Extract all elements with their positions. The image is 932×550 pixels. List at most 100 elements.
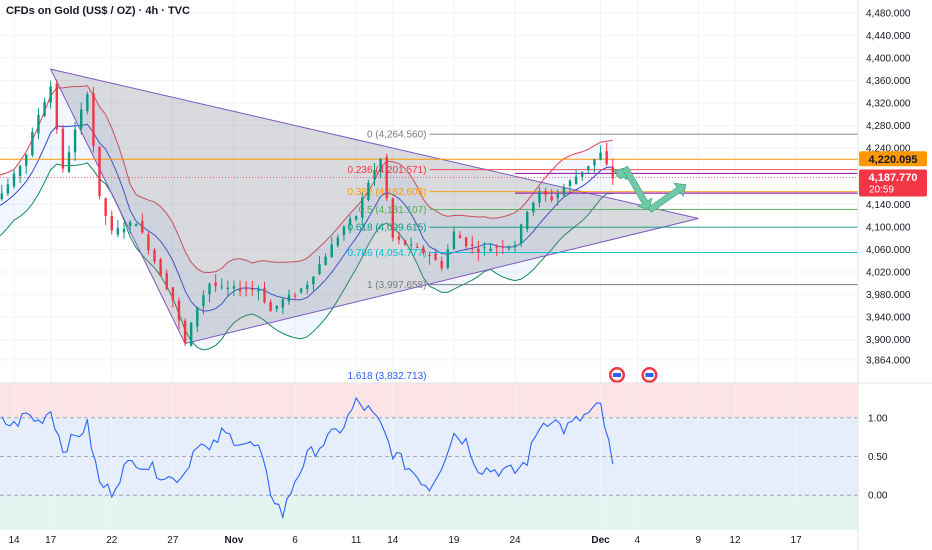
x-tick-label: 27 [167,535,179,546]
x-tick-label: 19 [448,535,460,546]
candle-body [550,196,553,201]
economic-event-icon [641,367,658,383]
x-tick-label: Dec [591,535,610,546]
candle-body [287,295,291,302]
candle-body [0,193,3,200]
oscillator-overbought-zone [0,383,858,417]
candle-body [354,216,358,220]
bollinger-band-fill [0,85,613,350]
candle-body [489,248,492,252]
economic-event-icon [609,367,625,383]
candle-body [281,299,285,308]
y-tick-label: 4,400.000 [866,53,911,64]
candle-body [471,244,474,246]
y-tick-label: 4,480.000 [866,8,911,19]
candle-body [214,282,217,287]
projection-arrow [621,165,653,211]
fib-level-label: 1 (3,997.658) [367,280,427,291]
candle-body [385,156,388,199]
candle-body [226,287,230,289]
level-price-text: 4,220.095 [869,154,918,166]
candle-body [299,288,303,293]
candle-body [544,190,547,195]
candle-body [135,223,138,226]
x-tick-label: 11 [351,535,362,546]
x-tick-label: 14 [387,535,399,546]
fib-level-label: 0.618 (4,099.615) [348,223,427,234]
candle-body [348,218,352,225]
candle-body [293,295,297,297]
candle-body [31,131,34,156]
candle-body [238,289,242,292]
y-tick-label: 4,140.000 [866,200,911,211]
candle-body [202,295,205,307]
y-tick-label: 4,440.000 [866,31,911,42]
fib-level-label: 1.618 (3,832.713) [348,371,427,382]
candle-body [165,273,168,290]
candle-body [49,86,52,103]
y-tick-label: 4,240.000 [866,144,911,155]
y-tick-label: 4,320.000 [866,98,911,109]
candle-body [232,286,236,289]
candle-body [153,250,156,262]
candle-body [367,182,370,201]
chart-title: CFDs on Gold (US$ / OZ) · 4h · TVC [6,5,190,17]
x-tick-label: 14 [8,535,20,546]
countdown-text: 20:59 [869,184,894,195]
candle-body [336,237,340,246]
candle-body [104,198,107,217]
candle-body [12,173,16,187]
oscillator-tick-label: 0.50 [868,452,888,463]
candle-body [581,171,584,177]
candle-body [477,248,480,253]
candle-body [526,212,529,230]
candle-body [18,165,22,176]
x-tick-label: 17 [791,535,803,546]
candle-body [587,165,590,170]
y-tick-label: 3,864.000 [866,355,911,366]
candle-body [556,193,559,199]
last-price-text: 4,187.770 [869,172,918,184]
oscillator-oversold-zone [0,497,858,530]
candle-body [409,244,413,246]
oscillator-line [1,396,614,520]
candle-body [428,254,431,256]
candle-body [458,235,462,239]
last-price-badge [859,169,927,197]
x-tick-label: 6 [292,535,298,546]
candle-body [495,246,498,248]
candle-body [208,283,211,295]
y-tick-label: 3,980.000 [866,290,911,301]
projection-arrow-shape [621,165,653,211]
oscillator-tick-label: 1.00 [868,413,888,424]
candle-body [37,114,40,134]
candle-body [263,288,266,303]
candle-body [306,284,309,290]
x-tick-label: 9 [696,535,702,546]
candle-body [220,286,223,288]
candle-body [593,159,596,166]
oscillator-tick-label: 0.00 [868,491,888,502]
event-marker-flag [613,373,621,377]
y-tick-label: 4,020.000 [866,268,911,279]
candle-body [568,180,572,186]
level-price-badge [859,151,927,167]
candle-body [189,322,193,346]
candle-body [275,305,278,309]
candle-body [183,320,187,343]
candle-body [61,128,65,169]
candle-body [43,101,46,117]
candle-body [116,228,120,235]
candle-body [6,184,10,194]
candle-body [25,154,28,166]
y-tick-label: 3,900.000 [866,335,911,346]
y-tick-label: 4,060.000 [866,245,911,256]
candle-body [397,236,401,240]
candle-body [501,246,504,248]
candle-body [422,247,425,254]
candle-body [55,83,58,130]
candle-body [373,169,376,180]
candle-body [324,256,327,266]
candle-body [86,94,89,112]
